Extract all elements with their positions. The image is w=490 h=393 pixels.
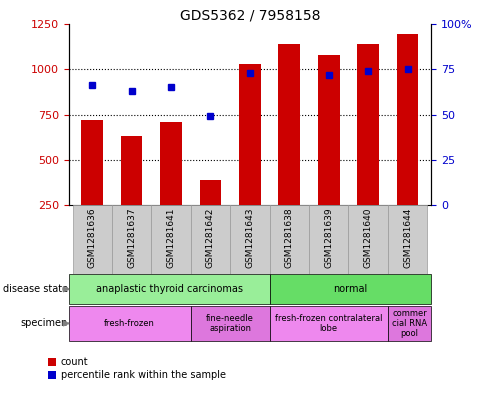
Bar [357, 44, 379, 206]
FancyBboxPatch shape [388, 206, 427, 274]
Bar [397, 35, 418, 206]
Text: disease state: disease state [2, 284, 68, 294]
FancyBboxPatch shape [309, 206, 348, 274]
Text: fine-needle
aspiration: fine-needle aspiration [206, 314, 254, 333]
Text: fresh-frozen contralateral
lobe: fresh-frozen contralateral lobe [275, 314, 383, 333]
FancyBboxPatch shape [112, 206, 151, 274]
FancyBboxPatch shape [69, 306, 191, 341]
FancyBboxPatch shape [270, 274, 431, 304]
Bar [239, 64, 261, 206]
Text: GSM1281644: GSM1281644 [403, 208, 412, 268]
FancyBboxPatch shape [388, 306, 431, 341]
Text: GSM1281643: GSM1281643 [245, 208, 254, 268]
Text: GSM1281642: GSM1281642 [206, 208, 215, 268]
Text: commer
cial RNA
pool: commer cial RNA pool [392, 309, 427, 338]
Legend: count, percentile rank within the sample: count, percentile rank within the sample [44, 354, 229, 384]
Title: GDS5362 / 7958158: GDS5362 / 7958158 [180, 8, 320, 22]
FancyBboxPatch shape [230, 206, 270, 274]
FancyBboxPatch shape [69, 274, 270, 304]
Bar [121, 136, 143, 206]
FancyBboxPatch shape [270, 206, 309, 274]
Text: GSM1281639: GSM1281639 [324, 208, 333, 268]
Bar [199, 180, 221, 206]
Text: specimen: specimen [21, 318, 68, 329]
Text: GSM1281636: GSM1281636 [88, 208, 97, 268]
Bar [81, 120, 103, 206]
Text: GSM1281641: GSM1281641 [167, 208, 175, 268]
Bar [278, 44, 300, 206]
FancyBboxPatch shape [191, 206, 230, 274]
Text: GSM1281640: GSM1281640 [364, 208, 372, 268]
FancyBboxPatch shape [73, 206, 112, 274]
Text: anaplastic thyroid carcinomas: anaplastic thyroid carcinomas [96, 284, 243, 294]
Text: normal: normal [333, 284, 368, 294]
Text: GSM1281637: GSM1281637 [127, 208, 136, 268]
FancyBboxPatch shape [348, 206, 388, 274]
FancyBboxPatch shape [270, 306, 388, 341]
Bar [160, 122, 182, 206]
Text: fresh-frozen: fresh-frozen [104, 319, 155, 328]
Text: GSM1281638: GSM1281638 [285, 208, 294, 268]
Bar [318, 55, 340, 206]
FancyBboxPatch shape [151, 206, 191, 274]
FancyBboxPatch shape [191, 306, 270, 341]
